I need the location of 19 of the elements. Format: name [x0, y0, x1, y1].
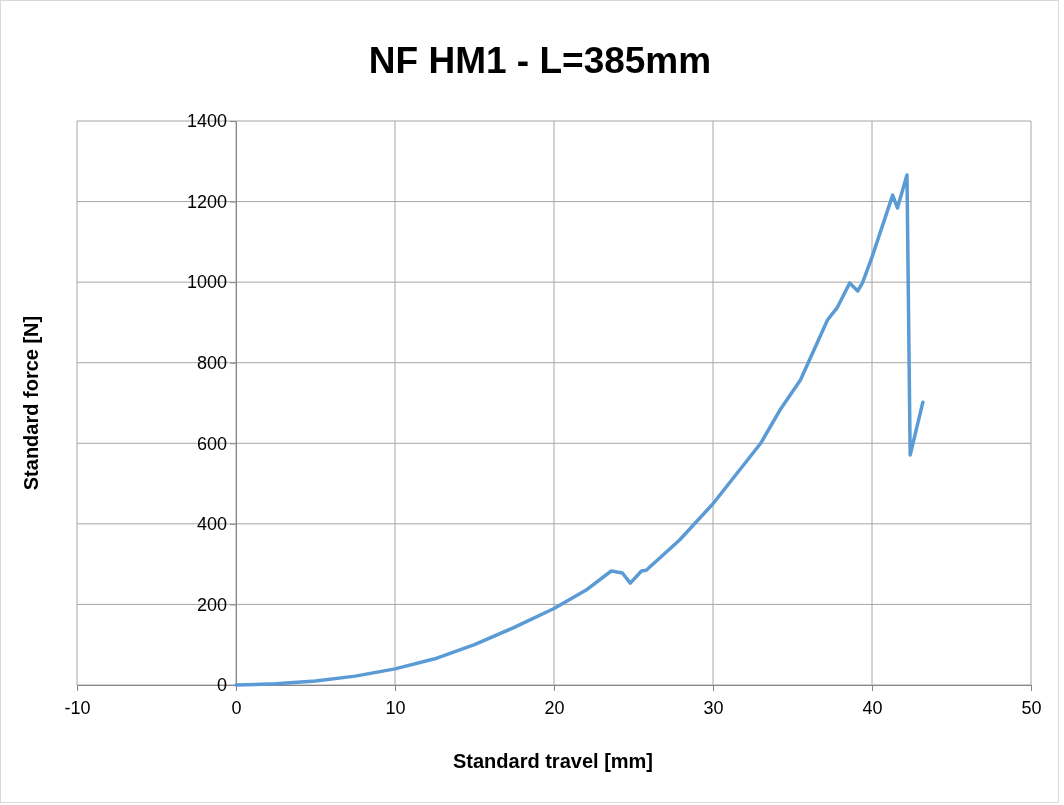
y-axis-title: Standard force [N]: [20, 315, 42, 491]
line-series: [234, 173, 925, 687]
x-tick-label: 0: [231, 697, 242, 718]
x-tick-label: 30: [703, 697, 724, 718]
x-tick-label: -10: [64, 697, 91, 718]
y-tick-label: 400: [196, 514, 227, 535]
x-tick-label: 10: [385, 697, 406, 718]
x-tick-label: 40: [862, 697, 883, 718]
y-tick-label: 0: [216, 675, 227, 696]
x-axis-title: Standard travel [mm]: [452, 750, 654, 772]
y-tick-label: 1200: [186, 191, 227, 212]
y-tick-label: 200: [196, 594, 227, 615]
y-tick-label: 600: [196, 433, 227, 454]
x-tick-label: 20: [544, 697, 565, 718]
y-tick-label: 1400: [186, 111, 227, 132]
x-tick-label: 50: [1021, 697, 1042, 718]
chart-title: NF HM1 - L=385mm: [368, 40, 712, 81]
y-tick-label: 800: [196, 352, 227, 373]
y-tick-label: 1000: [186, 272, 227, 293]
